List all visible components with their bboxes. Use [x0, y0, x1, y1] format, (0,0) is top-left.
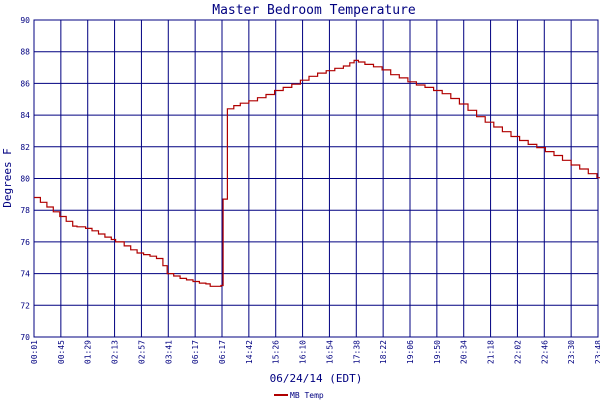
y-axis-label: Degrees F [1, 148, 14, 208]
x-tick-label: 16:54 [325, 340, 334, 364]
y-tick-labels: 70 72 74 76 78 80 82 84 86 88 90 [20, 16, 30, 342]
x-tick-label: 02:13 [111, 340, 120, 364]
y-tick-label: 84 [20, 111, 30, 120]
x-axis-label: 06/24/14 (EDT) [270, 372, 363, 385]
x-tick-label: 21:18 [487, 340, 496, 364]
y-tick-label: 72 [20, 301, 30, 310]
x-tick-label: 14:42 [245, 340, 254, 364]
y-tick-label: 76 [20, 238, 30, 247]
x-tick-label: 02:57 [137, 340, 146, 364]
x-tick-label: 19:06 [406, 340, 415, 364]
y-tick-label: 88 [20, 48, 30, 57]
x-tick-label: 18:22 [379, 340, 388, 364]
x-tick-label: 03:41 [164, 340, 173, 364]
y-tick-label: 90 [20, 16, 30, 25]
x-tick-label: 17:38 [352, 340, 361, 364]
x-tick-labels: 00:01 00:45 01:29 02:13 02:57 03:41 06:17 06:17… [30, 340, 600, 364]
x-tick-label: 06:17 [218, 340, 227, 364]
x-tick-label: 20:34 [460, 340, 469, 364]
plot-area-border [33, 19, 599, 338]
x-tick-label: 23:30 [567, 340, 576, 364]
y-tick-label: 82 [20, 143, 30, 152]
chart-title: Master Bedroom Temperature [212, 3, 416, 18]
x-tick-label: 15:26 [272, 340, 281, 364]
x-tick-label: 00:01 [30, 340, 39, 364]
y-tick-label: 80 [20, 175, 30, 184]
x-tick-label: 16:10 [299, 340, 308, 364]
x-tick-label: 19:50 [433, 340, 442, 364]
x-tick-label: 22:46 [540, 340, 549, 364]
x-tick-label: 01:29 [84, 340, 93, 364]
y-tick-label: 74 [20, 270, 30, 279]
x-tick-label: 00:45 [57, 340, 66, 364]
x-tick-label: 06:17 [191, 340, 200, 364]
y-tick-label: 86 [20, 79, 30, 88]
y-tick-label: 70 [20, 333, 30, 342]
y-tick-label: 78 [20, 206, 30, 215]
legend-label: MB Temp [290, 391, 324, 400]
x-tick-label: 23:48 [594, 340, 600, 364]
x-tick-label: 22:02 [513, 340, 522, 364]
series-line-mb-temp [34, 59, 600, 287]
